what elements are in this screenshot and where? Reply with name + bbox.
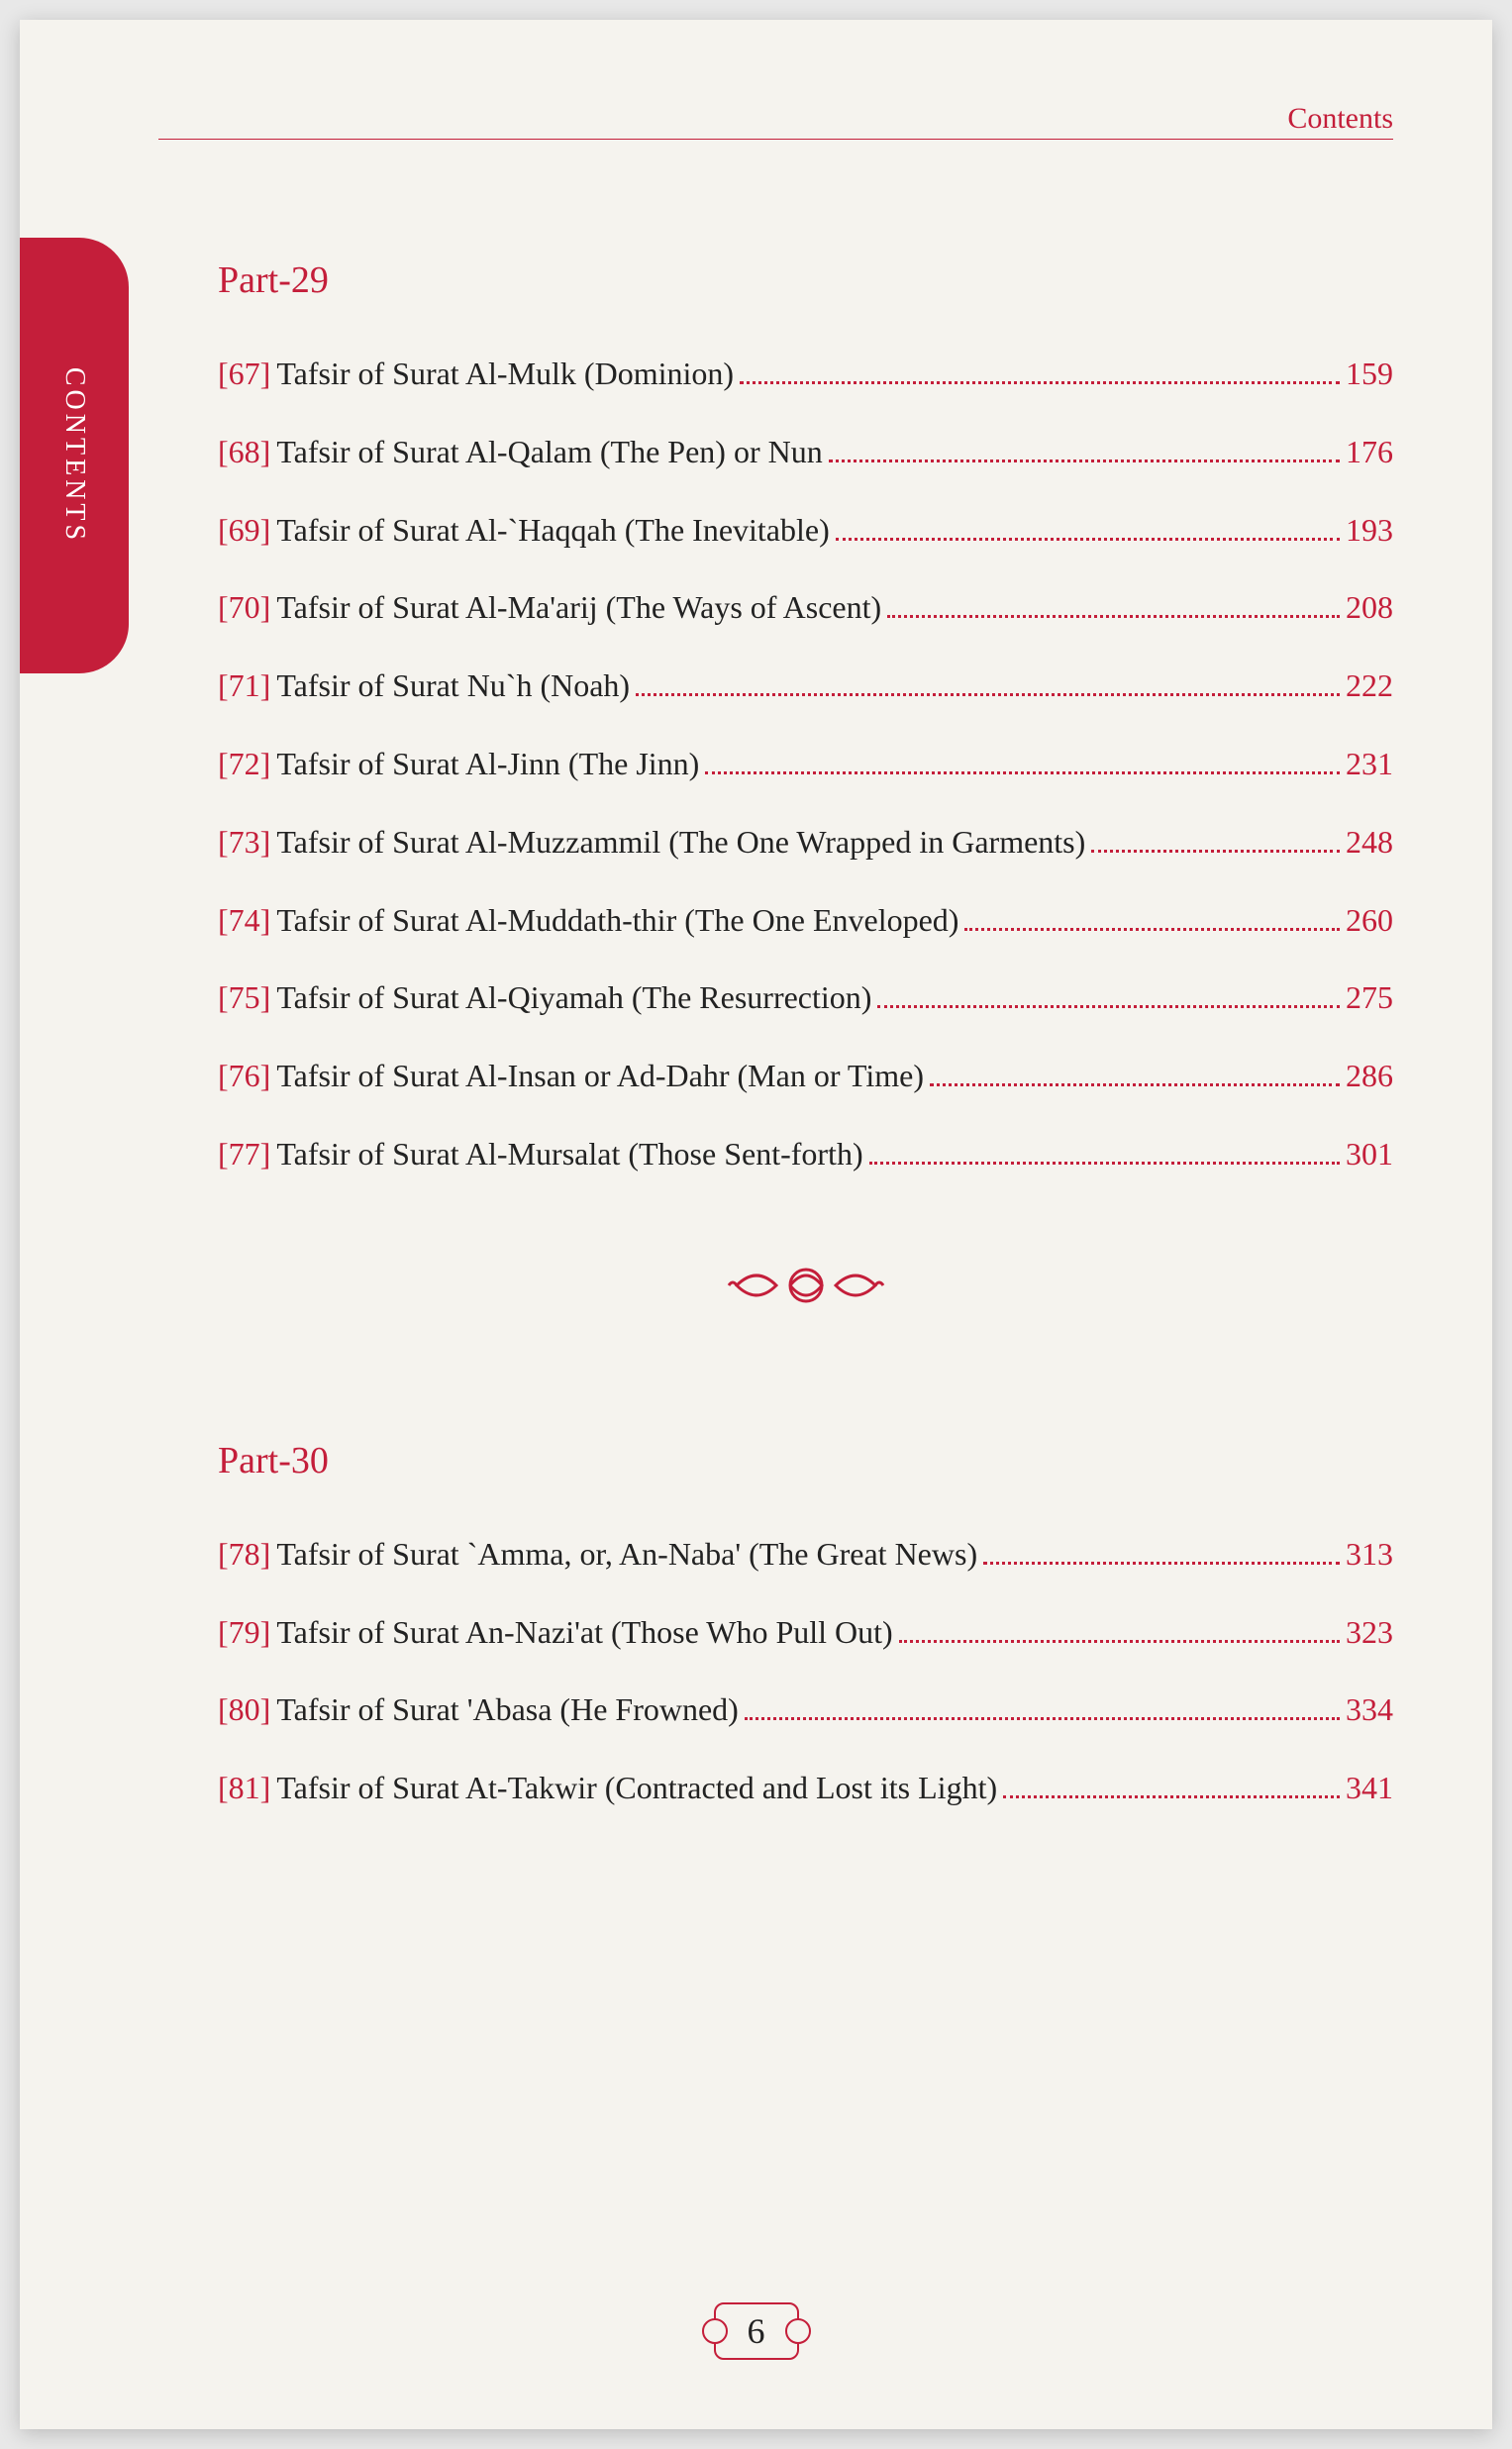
entry-leader-dots [877,1005,1340,1008]
entry-number: [72] [218,742,270,786]
toc-entry: [71]Tafsir of Surat Nu`h (Noah) 222 [218,663,1393,708]
entry-number: [75] [218,975,270,1020]
entry-number: [78] [218,1532,270,1577]
entry-number: [67] [218,352,270,396]
entry-title: Tafsir of Surat Al-Muzzammil (The One Wr… [276,820,1085,865]
entry-leader-dots [829,459,1340,462]
entry-page: 334 [1346,1687,1393,1732]
entry-page: 301 [1346,1132,1393,1176]
entry-title: Tafsir of Surat Al-Ma'arij (The Ways of … [276,585,881,630]
toc-entry: [68]Tafsir of Surat Al-Qalam (The Pen) o… [218,430,1393,474]
part-heading: Part-30 [218,1439,1393,1482]
entry-leader-dots [740,381,1340,384]
entry-number: [80] [218,1687,270,1732]
entry-number: [68] [218,430,270,474]
side-tab-text: CONTENTS [58,367,90,544]
entry-title: Tafsir of Surat `Amma, or, An-Naba' (The… [276,1532,977,1577]
entry-title: Tafsir of Surat 'Abasa (He Frowned) [276,1687,739,1732]
entry-number: [73] [218,820,270,865]
entry-title: Tafsir of Surat At-Takwir (Contracted an… [276,1766,997,1810]
entry-page: 208 [1346,585,1393,630]
header-rule: Contents [158,139,1393,140]
entry-page: 193 [1346,508,1393,553]
toc-entry: [69]Tafsir of Surat Al-`Haqqah (The Inev… [218,508,1393,553]
page: Contents CONTENTS Part-29[67]Tafsir of S… [20,20,1492,2429]
entry-number: [69] [218,508,270,553]
entry-leader-dots [983,1562,1340,1565]
entry-title: Tafsir of Surat Al-Qiyamah (The Resurrec… [276,975,871,1020]
entry-leader-dots [869,1162,1340,1165]
entry-number: [79] [218,1610,270,1655]
entry-page: 248 [1346,820,1393,865]
entry-leader-dots [1091,850,1340,853]
part-heading: Part-29 [218,258,1393,302]
header-label: Contents [1287,102,1393,136]
entry-page: 286 [1346,1054,1393,1098]
entry-leader-dots [964,928,1340,931]
entry-leader-dots [836,538,1340,541]
page-number-wrap: 6 [20,2302,1492,2360]
entry-title: Tafsir of Surat Al-Qalam (The Pen) or Nu… [276,430,822,474]
toc-entry: [72]Tafsir of Surat Al-Jinn (The Jinn) 23… [218,742,1393,786]
entry-leader-dots [705,771,1340,774]
entry-leader-dots [887,615,1340,618]
entry-page: 275 [1346,975,1393,1020]
entry-number: [70] [218,585,270,630]
toc-entry: [79]Tafsir of Surat An-Nazi'at (Those Wh… [218,1610,1393,1655]
entry-title: Tafsir of Surat Nu`h (Noah) [276,663,630,708]
entry-title: Tafsir of Surat Al-Mulk (Dominion) [276,352,734,396]
side-tab: CONTENTS [20,238,129,673]
entry-leader-dots [899,1640,1340,1643]
entry-number: [76] [218,1054,270,1098]
entry-page: 176 [1346,430,1393,474]
entry-title: Tafsir of Surat An-Nazi'at (Those Who Pu… [276,1610,892,1655]
toc-entry: [70]Tafsir of Surat Al-Ma'arij (The Ways… [218,585,1393,630]
toc-entry: [77]Tafsir of Surat Al-Mursalat (Those S… [218,1132,1393,1176]
entry-number: [81] [218,1766,270,1810]
entry-title: Tafsir of Surat Al-`Haqqah (The Inevitab… [276,508,829,553]
section-ornament-icon [218,1256,1393,1320]
entry-page: 313 [1346,1532,1393,1577]
toc-entry: [78]Tafsir of Surat `Amma, or, An-Naba' … [218,1532,1393,1577]
entry-page: 159 [1346,352,1393,396]
entry-title: Tafsir of Surat Al-Jinn (The Jinn) [276,742,699,786]
toc-entry: [75]Tafsir of Surat Al-Qiyamah (The Resu… [218,975,1393,1020]
entry-leader-dots [930,1083,1340,1086]
entry-title: Tafsir of Surat Al-Muddath-thir (The One… [276,898,958,943]
entry-page: 222 [1346,663,1393,708]
toc-entry: [67]Tafsir of Surat Al-Mulk (Dominion) 15… [218,352,1393,396]
entry-leader-dots [745,1717,1340,1720]
toc-entry: [81]Tafsir of Surat At-Takwir (Contracte… [218,1766,1393,1810]
toc-entry: [74]Tafsir of Surat Al-Muddath-thir (The… [218,898,1393,943]
entry-number: [74] [218,898,270,943]
toc-entry: [73]Tafsir of Surat Al-Muzzammil (The On… [218,820,1393,865]
entry-leader-dots [636,693,1340,696]
entry-title: Tafsir of Surat Al-Insan or Ad-Dahr (Man… [276,1054,924,1098]
toc-entry: [80]Tafsir of Surat 'Abasa (He Frowned) 3… [218,1687,1393,1732]
entry-page: 341 [1346,1766,1393,1810]
entry-page: 260 [1346,898,1393,943]
entry-title: Tafsir of Surat Al-Mursalat (Those Sent-… [276,1132,862,1176]
entry-number: [71] [218,663,270,708]
entry-leader-dots [1003,1795,1340,1798]
entry-page: 323 [1346,1610,1393,1655]
page-number: 6 [714,2302,799,2360]
toc-content: Part-29 [67]Tafsir of Surat Al-Mulk (Domi… [158,258,1393,1810]
entry-page: 231 [1346,742,1393,786]
toc-entry: [76]Tafsir of Surat Al-Insan or Ad-Dahr … [218,1054,1393,1098]
entry-number: [77] [218,1132,270,1176]
